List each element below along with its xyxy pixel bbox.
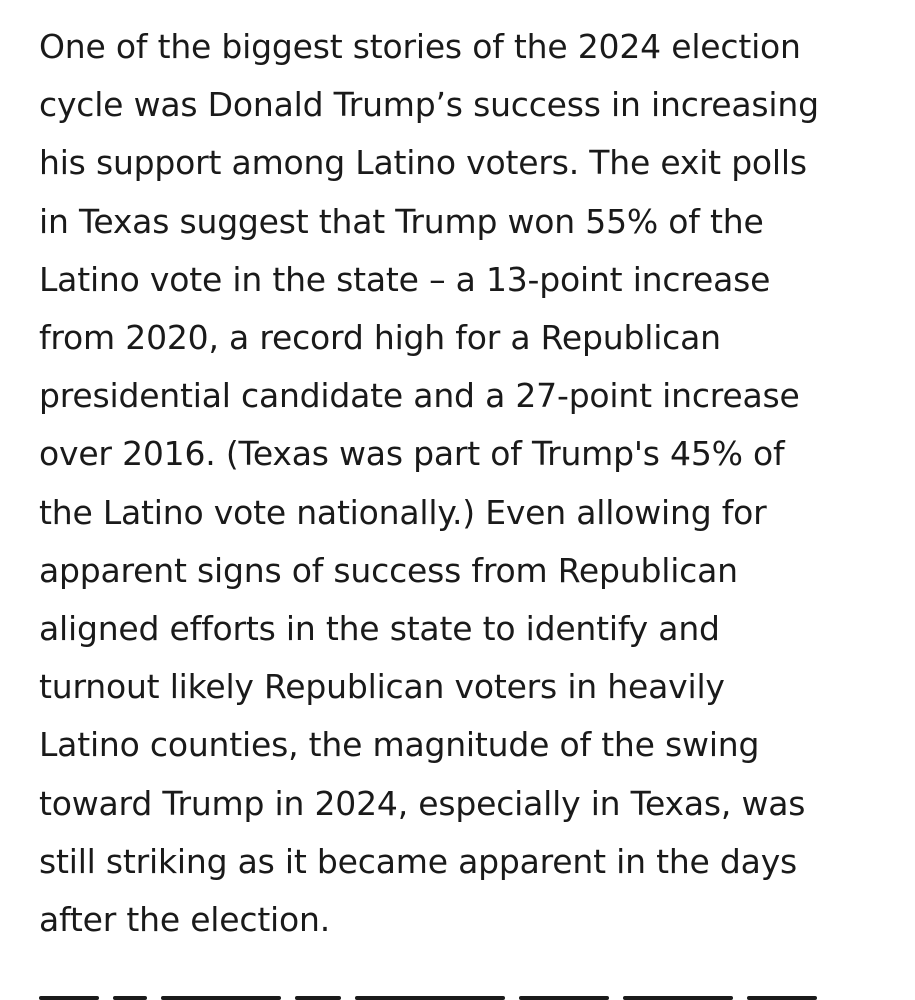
paragraph-line: his support among Latino voters. The exi… <box>39 143 807 183</box>
paragraph-line: Latino vote in the state – a 13-point in… <box>39 259 771 299</box>
article-paragraph: One of the biggest stories of the 2024 e… <box>39 18 899 949</box>
paragraph-line: One of the biggest stories of the 2024 e… <box>39 27 801 66</box>
cutoff-text-fragment <box>39 996 99 1000</box>
paragraph-line: over 2016. (Texas was part of Trump's 45… <box>39 434 785 474</box>
cutoff-text-fragment <box>747 996 817 1000</box>
cutoff-text-fragment <box>519 996 609 1000</box>
paragraph-line: presidential candidate and a 27-point in… <box>39 376 800 416</box>
cutoff-text-fragment <box>161 996 281 1000</box>
paragraph-line: after the election. <box>39 900 331 940</box>
paragraph-line: still striking as it became apparent in … <box>39 841 798 881</box>
paragraph-line: in Texas suggest that Trump won 55% of t… <box>39 201 764 241</box>
paragraph-line: apparent signs of success from Republica… <box>39 550 738 590</box>
cutoff-text-fragment <box>113 996 147 1000</box>
paragraph-line: the Latino vote nationally.) Even allowi… <box>39 492 767 532</box>
cutoff-text-fragment <box>623 996 733 1000</box>
paragraph-line: aligned efforts in the state to identify… <box>39 609 720 649</box>
paragraph-line: toward Trump in 2024, especially in Texa… <box>39 783 806 823</box>
paragraph-line: from 2020, a record high for a Republica… <box>39 318 721 358</box>
next-paragraph-cutoff <box>39 980 879 1000</box>
paragraph-line: cycle was Donald Trump’s success in incr… <box>39 85 819 125</box>
paragraph-line: Latino counties, the magnitude of the sw… <box>39 725 760 765</box>
paragraph-line: turnout likely Republican voters in heav… <box>39 667 725 707</box>
cutoff-text-fragment <box>295 996 341 1000</box>
cutoff-text-fragment <box>355 996 505 1000</box>
